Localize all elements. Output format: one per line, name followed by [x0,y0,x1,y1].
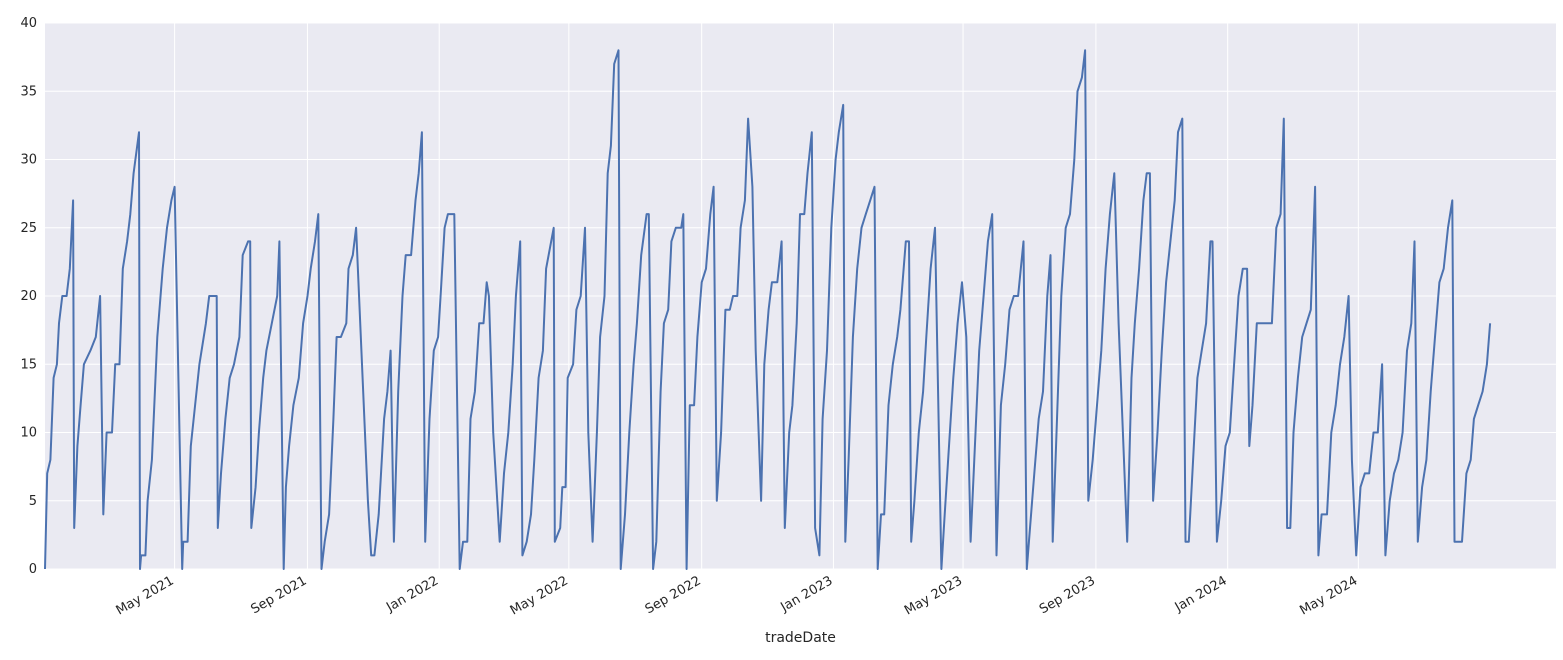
y-tick-label: 0 [29,562,37,577]
y-tick-label: 10 [20,426,37,441]
x-tick-label: May 2024 [1297,573,1360,618]
y-tick-label: 25 [20,221,37,236]
y-tick-label: 5 [29,494,37,509]
y-axis-ticks: 0 5 10 15 20 25 30 35 40 [20,16,37,577]
x-tick-label: May 2023 [902,573,965,618]
x-tick-label: Sep 2021 [249,573,310,617]
x-tick-label: May 2021 [114,573,177,618]
x-tick-label: May 2022 [508,573,571,618]
x-tick-label: Jan 2023 [777,573,835,615]
y-tick-label: 30 [20,153,37,168]
x-axis-ticks: May 2021 Sep 2021 Jan 2022 May 2022 Sep 2022… [114,573,1361,618]
series-group [44,49,1492,570]
y-tick-label: 15 [20,357,37,372]
y-tick-label: 35 [20,84,37,99]
y-tick-label: 40 [20,16,37,31]
x-tick-label: Sep 2023 [1037,573,1098,617]
x-tick-label: Sep 2022 [643,573,704,617]
y-tick-label: 20 [20,289,37,304]
series-line [44,49,1492,570]
x-axis-label: tradeDate [765,630,836,646]
x-tick-label: Jan 2024 [1172,573,1230,615]
x-tick-label: Jan 2022 [383,573,441,615]
